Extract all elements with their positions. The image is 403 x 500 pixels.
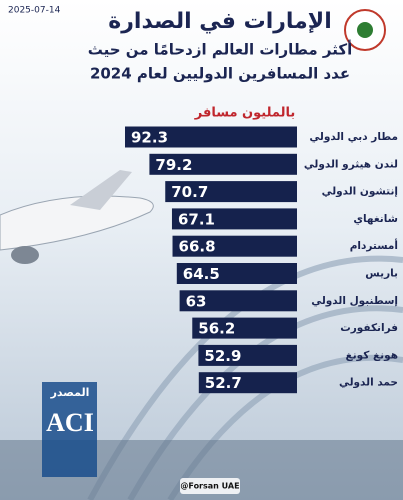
value-label: 66.8 — [179, 238, 216, 256]
bar — [125, 126, 297, 148]
bar — [165, 181, 297, 203]
category-label: مطار دبي الدولي — [309, 131, 398, 143]
category-label: شانغهاي — [353, 213, 398, 225]
unit-label: بالمليون مسافر — [194, 106, 296, 121]
subtitle: أكثر مطارات العالم ازدحامًا من حيث — [88, 40, 353, 59]
title: الإمارات في الصدارة — [108, 9, 331, 34]
value-label: 52.9 — [204, 347, 241, 365]
handle-box — [180, 478, 240, 494]
category-label: باريس — [365, 268, 398, 280]
source: ACI — [46, 408, 94, 437]
value-label: 63 — [186, 292, 207, 310]
value-label: 67.1 — [178, 210, 215, 228]
category-label: أمستردام — [350, 238, 398, 252]
bar — [176, 263, 297, 284]
value-label: 79.2 — [155, 156, 192, 174]
category-label: لندن هيثرو الدولي — [304, 158, 398, 170]
category-label: إسطنبول الدولي — [311, 295, 398, 307]
bar — [192, 317, 297, 339]
handle: @Forsan UAE — [180, 482, 239, 491]
category-label: فرانكفورت — [340, 322, 398, 334]
category-label: حمد الدولي — [339, 377, 398, 389]
value-label: 64.5 — [183, 265, 220, 283]
value-label: 56.2 — [198, 320, 235, 338]
bar — [149, 153, 297, 175]
airplane — [0, 170, 154, 264]
bar — [198, 372, 297, 394]
bar — [172, 235, 297, 257]
bar — [198, 344, 297, 366]
bar — [171, 208, 297, 230]
source-label: المصدر — [50, 386, 90, 399]
source-box — [42, 382, 97, 477]
value-label: 92.3 — [131, 129, 168, 147]
category-label: إنتشون الدولي — [322, 186, 398, 198]
value-label: 70.7 — [171, 183, 208, 201]
subtitle: عدد المسافرين الدوليين لعام 2024 — [90, 65, 350, 83]
value-label: 52.7 — [205, 374, 242, 392]
logo-center — [357, 22, 373, 38]
date: 2025-07-14 — [8, 6, 61, 16]
category-label: هونغ كونغ — [346, 349, 398, 361]
bar — [179, 290, 297, 312]
